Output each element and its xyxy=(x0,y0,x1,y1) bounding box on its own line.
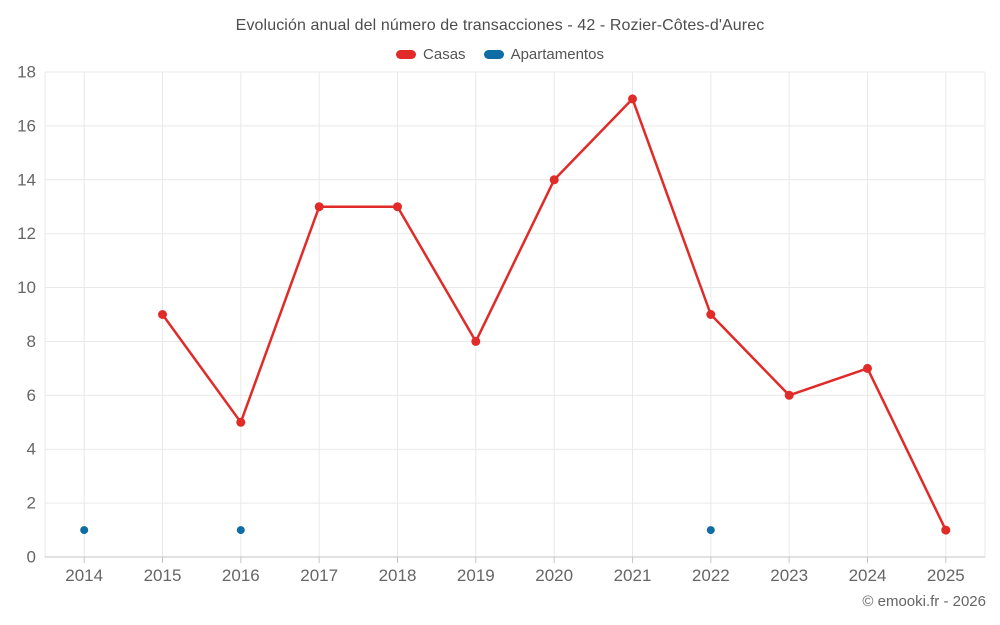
x-axis-tick-label: 2017 xyxy=(300,566,338,585)
data-point-casas-2016[interactable] xyxy=(236,417,246,427)
data-point-casas-2025[interactable] xyxy=(941,525,951,535)
y-axis-tick-label: 0 xyxy=(27,548,36,567)
legend-marker-apartamentos-icon xyxy=(483,50,504,59)
x-axis-tick-label: 2018 xyxy=(379,566,417,585)
x-axis-tick-label: 2016 xyxy=(222,566,260,585)
y-axis-tick-label: 12 xyxy=(17,224,36,243)
data-point-apartamentos-2014[interactable] xyxy=(80,526,89,535)
y-axis-tick-label: 6 xyxy=(27,386,36,405)
y-axis-tick-label: 2 xyxy=(27,494,36,513)
data-point-casas-2018[interactable] xyxy=(393,202,402,212)
chart-legend: Casas Apartamentos xyxy=(0,46,1000,63)
x-axis-tick-label: 2025 xyxy=(927,566,965,585)
y-axis-tick-label: 8 xyxy=(27,332,36,351)
x-axis-tick-label: 2023 xyxy=(770,566,808,585)
legend-label-apartamentos: Apartamentos xyxy=(510,46,604,63)
x-axis-tick-label: 2019 xyxy=(457,566,495,585)
data-point-casas-2015[interactable] xyxy=(158,310,167,319)
data-point-casas-2017[interactable] xyxy=(314,202,324,212)
y-axis-tick-label: 4 xyxy=(27,440,36,459)
x-axis-tick-label: 2020 xyxy=(535,566,573,585)
legend-item-casas[interactable]: Casas xyxy=(396,46,466,63)
data-point-casas-2023[interactable] xyxy=(784,390,794,400)
x-axis-tick-label: 2014 xyxy=(65,566,103,585)
x-axis-tick-label: 2024 xyxy=(849,566,887,585)
y-axis-tick-label: 14 xyxy=(17,170,36,189)
data-point-casas-2021[interactable] xyxy=(628,94,637,104)
data-point-apartamentos-2022[interactable] xyxy=(706,526,715,535)
x-axis-tick-label: 2022 xyxy=(692,566,730,585)
data-point-casas-2020[interactable] xyxy=(549,175,559,185)
x-axis-tick-label: 2021 xyxy=(614,566,652,585)
data-point-casas-2022[interactable] xyxy=(706,310,716,319)
legend-label-casas: Casas xyxy=(423,46,466,63)
y-axis-tick-label: 18 xyxy=(17,63,36,82)
y-axis-tick-label: 10 xyxy=(17,278,36,297)
data-point-casas-2019[interactable] xyxy=(471,336,481,346)
x-axis-tick-label: 2015 xyxy=(144,566,182,585)
data-point-apartamentos-2016[interactable] xyxy=(236,526,245,535)
legend-item-apartamentos[interactable]: Apartamentos xyxy=(483,46,604,63)
copyright-text: © emooki.fr - 2026 xyxy=(862,593,986,610)
data-point-casas-2024[interactable] xyxy=(863,363,872,373)
y-axis-tick-label: 16 xyxy=(17,116,36,135)
chart-title: Evolución anual del número de transaccio… xyxy=(235,17,765,34)
legend-marker-casas-icon xyxy=(396,50,417,59)
